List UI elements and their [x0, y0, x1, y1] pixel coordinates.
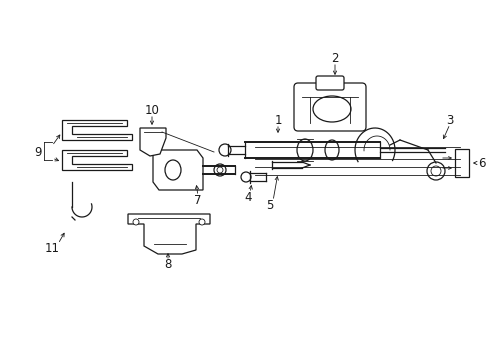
Text: 9: 9: [34, 145, 41, 158]
Ellipse shape: [325, 140, 338, 160]
Text: 1: 1: [274, 113, 281, 126]
Text: 3: 3: [446, 113, 453, 126]
Ellipse shape: [164, 160, 181, 180]
Polygon shape: [128, 214, 209, 254]
Ellipse shape: [296, 139, 312, 161]
FancyBboxPatch shape: [315, 76, 343, 90]
Text: 8: 8: [164, 258, 171, 271]
Text: 11: 11: [44, 242, 60, 255]
Text: 10: 10: [144, 104, 159, 117]
FancyBboxPatch shape: [293, 83, 365, 131]
Polygon shape: [62, 150, 132, 170]
Polygon shape: [140, 128, 165, 156]
Polygon shape: [62, 120, 132, 140]
Text: 4: 4: [244, 190, 251, 203]
Text: 7: 7: [194, 194, 202, 207]
Circle shape: [241, 172, 250, 182]
Text: 2: 2: [330, 51, 338, 64]
Polygon shape: [153, 150, 203, 190]
Circle shape: [430, 166, 440, 176]
Circle shape: [219, 144, 230, 156]
Circle shape: [214, 164, 225, 176]
Circle shape: [133, 219, 139, 225]
Text: 5: 5: [266, 198, 273, 212]
Circle shape: [199, 219, 204, 225]
Text: 6: 6: [477, 157, 485, 170]
Ellipse shape: [312, 96, 350, 122]
Circle shape: [426, 162, 444, 180]
Bar: [454, 149, 468, 177]
Circle shape: [217, 167, 223, 173]
